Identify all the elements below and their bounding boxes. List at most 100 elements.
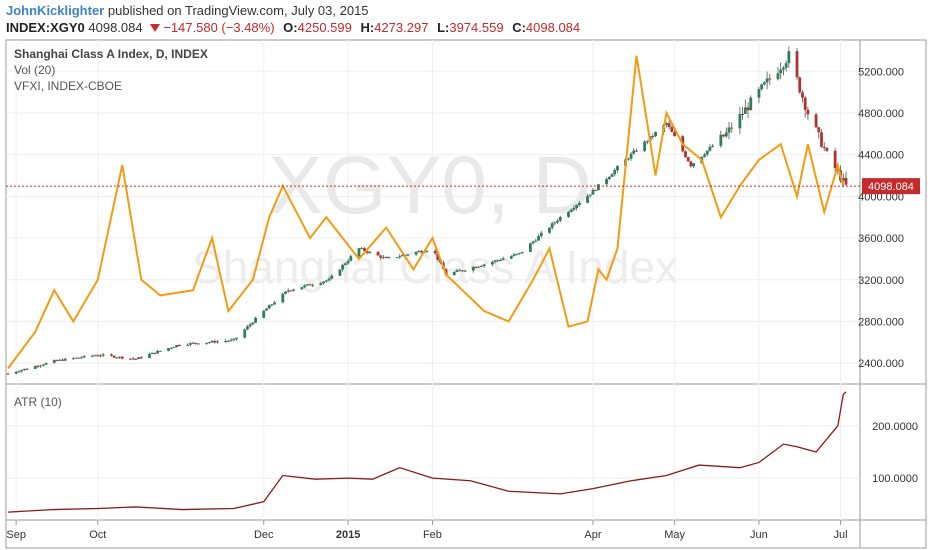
atr-line: [7, 391, 847, 513]
price-tick-label: 4000.000: [858, 191, 904, 203]
last-price: 4098.084: [88, 20, 143, 35]
candle-up: [787, 51, 791, 64]
candle-up: [330, 275, 334, 279]
candle-down: [730, 127, 734, 129]
candle-up: [743, 107, 747, 115]
candle-down: [96, 355, 100, 357]
candle-down: [460, 270, 464, 272]
candle-up: [496, 260, 500, 262]
candle-up: [727, 127, 731, 133]
candle-up: [537, 236, 540, 241]
candle-up: [692, 163, 696, 167]
candle-up: [17, 371, 21, 373]
candle-up: [14, 371, 18, 374]
candle-up: [346, 260, 350, 264]
price-tick-label: 5200.000: [858, 66, 904, 78]
candle-up: [322, 281, 326, 284]
candle-up: [248, 324, 252, 327]
legend-atr: ATR (10): [14, 395, 62, 409]
candle-up: [265, 308, 268, 311]
candle-up: [58, 359, 62, 361]
candle-down: [112, 355, 116, 358]
candle-up: [616, 166, 619, 171]
candle-up: [207, 342, 211, 344]
candle-up: [188, 343, 192, 345]
candle-down: [833, 150, 837, 169]
author-link[interactable]: JohnKicklighter: [6, 3, 105, 18]
high-label: H:: [360, 20, 375, 35]
candle-down: [120, 356, 124, 359]
price-chart[interactable]: XGY0, D Shanghai Class A Index 5200.0004…: [0, 38, 932, 550]
candle-up: [471, 267, 475, 271]
candle-up: [509, 256, 513, 259]
candle-up: [738, 113, 742, 129]
candle-down: [795, 51, 799, 78]
candle-up: [452, 271, 456, 276]
candle-down: [55, 360, 59, 362]
candle-down: [667, 123, 671, 128]
candle-up: [273, 302, 277, 305]
candle-up: [569, 209, 573, 213]
candle-up: [779, 69, 783, 74]
time-tick-label: Jun: [750, 529, 768, 541]
candle-down: [6, 373, 10, 375]
legend-vfxi: VFXI, INDEX-CBOE: [14, 79, 122, 93]
candle-up: [567, 212, 570, 217]
candle-up: [191, 342, 195, 344]
candle-up: [175, 345, 179, 347]
candle-up: [115, 357, 119, 359]
candle-down: [689, 161, 693, 167]
price-tick-label: 4800.000: [858, 108, 904, 120]
candle-up: [357, 248, 361, 257]
candle-up: [300, 287, 304, 290]
candle-up: [515, 253, 519, 255]
low-label: L:: [437, 20, 450, 35]
candle-down: [670, 127, 674, 132]
candle-up: [512, 254, 516, 257]
candle-up: [463, 270, 467, 272]
candle-up: [629, 153, 633, 159]
candle-up: [626, 158, 630, 160]
candle-up: [382, 257, 385, 259]
candle-down: [801, 92, 804, 98]
candle-up: [572, 207, 576, 210]
candle-down: [768, 78, 772, 80]
candle-up: [455, 270, 459, 272]
candle-up: [406, 254, 410, 256]
price-tick-label: 3600.000: [858, 233, 904, 245]
candle-down: [384, 257, 388, 259]
candle-up: [246, 326, 249, 330]
candle-down: [433, 250, 437, 254]
low-value: 3974.559: [449, 20, 504, 35]
candle-up: [226, 340, 230, 342]
candle-up: [632, 150, 636, 154]
candle-up: [262, 310, 266, 318]
candle-up: [267, 305, 271, 309]
grid-lines: [6, 40, 860, 520]
candle-up: [607, 176, 611, 180]
candle-up: [703, 154, 706, 157]
candle-up: [172, 346, 176, 348]
candle-up: [52, 360, 56, 363]
candle-down: [722, 134, 725, 137]
legend-volume: Vol (20): [14, 63, 55, 77]
candle-up: [324, 280, 328, 282]
time-tick-label: 2015: [336, 529, 360, 541]
candle-up: [286, 290, 290, 292]
candle-up: [417, 251, 421, 253]
price-tick-label: 2400.000: [858, 358, 904, 370]
change-value: −147.580 (−3.48%): [163, 20, 275, 35]
candle-up: [597, 184, 600, 191]
candle-up: [63, 358, 67, 361]
candle-up: [575, 205, 579, 208]
candle-up: [349, 256, 353, 261]
candle-up: [719, 134, 723, 146]
candle-up: [167, 348, 170, 351]
candle-down: [844, 177, 848, 185]
candle-up: [224, 340, 228, 342]
candle-up: [784, 63, 788, 68]
candle-up: [270, 304, 274, 306]
price-tick-label: 4400.000: [858, 150, 904, 162]
candle-up: [705, 150, 709, 155]
price-tick-label: 3200.000: [858, 275, 904, 287]
